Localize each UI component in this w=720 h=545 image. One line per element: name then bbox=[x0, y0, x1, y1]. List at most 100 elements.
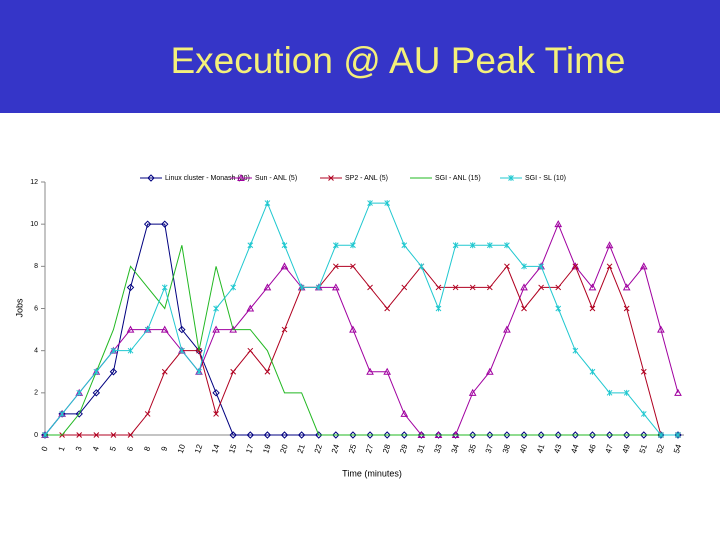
point bbox=[263, 431, 272, 439]
point bbox=[126, 325, 135, 333]
point bbox=[555, 284, 562, 291]
x-tick-label: 14 bbox=[210, 443, 221, 455]
point bbox=[212, 325, 220, 333]
point bbox=[640, 410, 647, 417]
point bbox=[76, 432, 83, 438]
point bbox=[92, 389, 101, 397]
point bbox=[469, 242, 476, 249]
y-tick-label: 0 bbox=[34, 432, 38, 439]
point bbox=[160, 325, 169, 333]
x-tick-label: 31 bbox=[415, 443, 426, 455]
point bbox=[126, 283, 135, 292]
title-band bbox=[0, 0, 720, 113]
x-tick-label: 29 bbox=[398, 443, 409, 455]
point bbox=[571, 262, 580, 270]
x-tick-label: 35 bbox=[467, 443, 478, 455]
x-tick-label: 1 bbox=[57, 445, 67, 453]
point bbox=[400, 409, 409, 417]
x-tick-label: 10 bbox=[176, 443, 187, 455]
point bbox=[418, 263, 425, 270]
point bbox=[76, 389, 83, 396]
x-tick-label: 19 bbox=[261, 443, 272, 455]
point bbox=[246, 304, 255, 312]
point bbox=[554, 431, 562, 439]
x-tick-label: 20 bbox=[278, 443, 289, 455]
point bbox=[452, 242, 459, 249]
point bbox=[58, 410, 66, 418]
x-tick-label: 12 bbox=[193, 443, 204, 455]
x-tick-label: 25 bbox=[347, 443, 358, 455]
series-line bbox=[44, 201, 678, 436]
point bbox=[110, 432, 117, 438]
point bbox=[332, 431, 340, 439]
point bbox=[554, 220, 563, 228]
x-tick-label: 49 bbox=[621, 443, 632, 455]
point bbox=[383, 431, 391, 439]
point bbox=[178, 325, 186, 334]
point bbox=[367, 284, 373, 291]
x-tick-label: 24 bbox=[330, 443, 341, 455]
point bbox=[328, 175, 334, 181]
x-tick-label: 4 bbox=[91, 445, 101, 453]
point bbox=[59, 410, 65, 417]
series-line bbox=[44, 222, 679, 436]
point bbox=[486, 431, 494, 439]
point bbox=[572, 347, 579, 354]
point bbox=[280, 431, 289, 439]
point bbox=[588, 431, 597, 439]
x-tick-label: 5 bbox=[108, 445, 118, 453]
point bbox=[349, 431, 357, 439]
point bbox=[468, 431, 477, 439]
point bbox=[143, 220, 152, 228]
legend-label: Linux cluster - Monash (20) bbox=[165, 175, 250, 182]
point bbox=[383, 367, 392, 375]
point bbox=[401, 242, 408, 249]
point bbox=[230, 284, 237, 291]
point bbox=[213, 305, 219, 312]
x-tick-label: 21 bbox=[296, 443, 307, 455]
point bbox=[400, 431, 408, 439]
point bbox=[572, 263, 579, 270]
point bbox=[640, 368, 647, 375]
x-tick-label: 38 bbox=[501, 443, 512, 455]
point bbox=[674, 388, 682, 396]
x-tick-label: 3 bbox=[74, 445, 84, 453]
y-axis-label: Jobs bbox=[14, 298, 24, 318]
point bbox=[640, 431, 648, 439]
point bbox=[109, 368, 118, 376]
x-tick-label: 40 bbox=[518, 443, 529, 455]
point bbox=[622, 431, 631, 439]
x-axis-label: Time (minutes) bbox=[342, 468, 402, 478]
point bbox=[264, 368, 271, 375]
x-tick-label: 33 bbox=[432, 443, 443, 455]
point bbox=[521, 305, 527, 312]
point bbox=[280, 262, 289, 270]
y-tick-label: 4 bbox=[34, 348, 38, 355]
point bbox=[538, 284, 544, 291]
point bbox=[127, 347, 134, 354]
point bbox=[520, 431, 528, 439]
point bbox=[639, 262, 648, 270]
point bbox=[485, 367, 494, 375]
point bbox=[42, 432, 48, 438]
series-line bbox=[45, 245, 678, 436]
x-tick-label: 9 bbox=[159, 445, 169, 453]
point bbox=[350, 263, 356, 270]
x-tick-label: 46 bbox=[586, 443, 597, 455]
point bbox=[435, 284, 442, 291]
point bbox=[571, 431, 580, 439]
y-tick-label: 10 bbox=[30, 221, 38, 228]
point bbox=[605, 431, 614, 439]
legend-label: Sun - ANL (5) bbox=[255, 175, 297, 182]
point bbox=[520, 283, 528, 291]
x-tick-label: 27 bbox=[364, 443, 375, 455]
y-tick-label: 8 bbox=[34, 263, 38, 270]
point bbox=[555, 305, 562, 312]
x-tick-label: 52 bbox=[655, 443, 666, 455]
point bbox=[161, 220, 169, 228]
legend-label: SGI - SL (10) bbox=[525, 175, 566, 182]
point bbox=[623, 305, 630, 312]
point bbox=[503, 431, 511, 439]
x-tick-label: 43 bbox=[552, 443, 563, 455]
